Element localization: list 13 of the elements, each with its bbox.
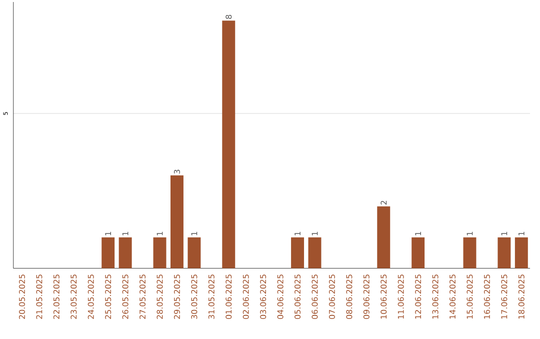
bar	[153, 237, 166, 268]
bar	[118, 237, 132, 268]
bar	[291, 237, 304, 268]
bar	[514, 237, 528, 268]
bar	[188, 237, 201, 268]
bar	[498, 237, 511, 268]
bar	[102, 237, 115, 268]
bar	[222, 20, 236, 268]
bar	[377, 206, 390, 268]
bar	[412, 237, 425, 268]
bar	[463, 237, 476, 268]
bar	[308, 237, 322, 268]
bar	[170, 175, 184, 268]
